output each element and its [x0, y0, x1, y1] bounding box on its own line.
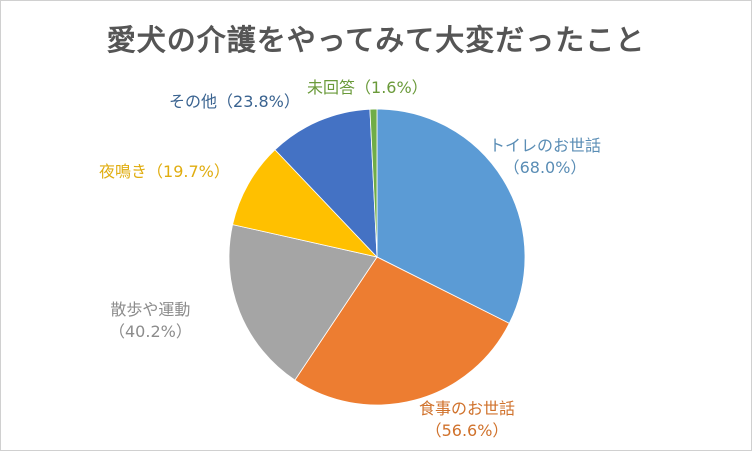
label-text: 食事のお世話	[419, 399, 516, 418]
label-value: （1.6%）	[355, 78, 428, 97]
label-value: （56.6%）	[425, 421, 509, 440]
slice-walk	[228, 224, 378, 381]
slice-other	[274, 108, 378, 259]
label-night-crying: 夜鳴き（19.7%）	[99, 161, 230, 183]
label-food: 食事のお世話 （56.6%）	[419, 398, 515, 442]
label-text: 未回答	[307, 78, 356, 97]
slice-toilet	[376, 108, 526, 324]
label-toilet: トイレのお世話 （68.0%）	[489, 135, 601, 179]
label-text: その他	[169, 92, 218, 111]
label-value: （40.2%）	[109, 322, 192, 341]
label-walk: 散歩や運動 （40.2%）	[109, 299, 192, 343]
label-value: （68.0%）	[503, 158, 587, 177]
slice-food	[294, 256, 510, 406]
label-value: （19.7%）	[147, 162, 230, 181]
slice-night-crying	[232, 149, 379, 258]
label-text: トイレのお世話	[489, 136, 602, 155]
label-text: 散歩や運動	[110, 300, 191, 319]
label-text: 夜鳴き	[99, 162, 148, 181]
label-other: その他（23.8%）	[169, 91, 300, 113]
label-no-answer: 未回答（1.6%）	[307, 77, 428, 99]
label-value: （23.8%）	[217, 92, 300, 111]
chart-title: 愛犬の介護をやってみて大変だったこと	[106, 23, 646, 57]
slice-no-answer	[369, 108, 378, 258]
